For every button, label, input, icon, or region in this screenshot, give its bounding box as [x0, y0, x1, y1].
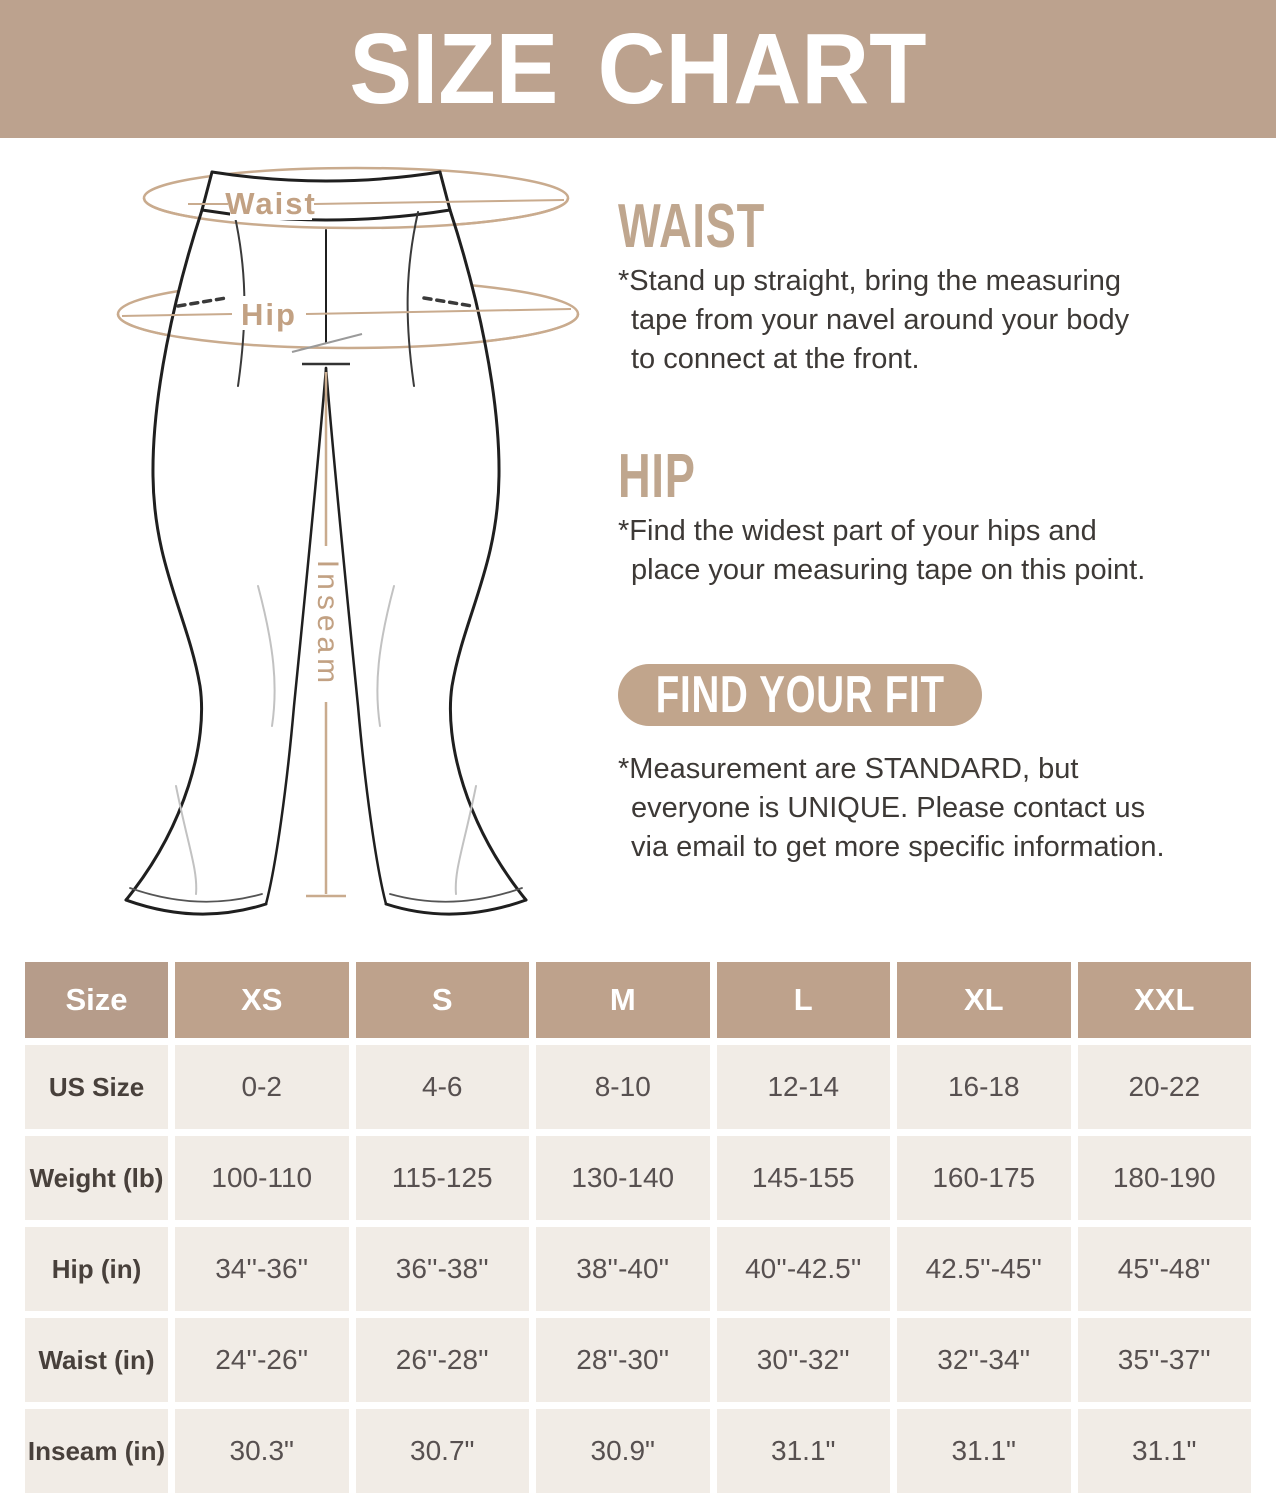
hip-section-body: *Find the widest part of your hips and p… — [618, 512, 1145, 590]
size-table-cell: 16-18 — [897, 1045, 1071, 1129]
hip-heading-text: HIP — [618, 442, 696, 511]
size-table-cell: 115-125 — [355, 1136, 529, 1220]
size-table-cell: 30.9" — [536, 1409, 710, 1493]
size-table-cell: 31.1" — [1077, 1409, 1251, 1493]
hip-label-bg — [236, 296, 302, 330]
size-table-cell: 20-22 — [1077, 1045, 1251, 1129]
size-table-cell: 30.3" — [175, 1409, 349, 1493]
fit-body-line: everyone is UNIQUE. Please contact us — [631, 792, 1146, 824]
size-table-header-cell: M — [536, 962, 710, 1038]
hip-body-line: place your measuring tape on this point. — [631, 554, 1146, 586]
fit-body-line: via email to get more specific informati… — [631, 831, 1165, 863]
size-table-cell: 160-175 — [897, 1136, 1071, 1220]
hip-measure-label: Hip — [241, 297, 297, 332]
size-table-cell: 35''-37'' — [1077, 1318, 1251, 1402]
waist-body-line: to connect at the front. — [631, 343, 920, 375]
pants-shading-lines — [175, 585, 477, 895]
size-table-header-cell: XXL — [1077, 962, 1251, 1038]
waist-ellipse-front-arc — [142, 197, 570, 230]
waist-section-body: *Stand up straight, bring the measuring … — [618, 262, 1129, 379]
waist-body-line: *Stand up straight, bring the measuring — [618, 265, 1121, 297]
size-table-cell: 42.5''-45'' — [897, 1227, 1071, 1311]
waist-body-line: tape from your navel around your body — [631, 304, 1130, 336]
size-table-row-label: Waist (in) — [25, 1318, 168, 1402]
hip-ellipse-front-arc — [116, 313, 580, 350]
size-table-header-cell: L — [716, 962, 890, 1038]
crotch-slash-mark — [291, 333, 363, 353]
size-table-cell: 4-6 — [355, 1045, 529, 1129]
size-table-header-cell: Size — [25, 962, 168, 1038]
size-table-row-label: Weight (lb) — [25, 1136, 168, 1220]
waist-measure-label: Waist — [225, 186, 317, 221]
size-table-cell: 130-140 — [536, 1136, 710, 1220]
size-table-cell: 24''-26'' — [175, 1318, 349, 1402]
inseam-measure-label: Inseam — [311, 560, 344, 688]
size-table-cell: 8-10 — [536, 1045, 710, 1129]
size-table-cell: 36''-38'' — [355, 1227, 529, 1311]
size-table-cell: 32''-34'' — [897, 1318, 1071, 1402]
size-table-cell: 40''-42.5'' — [716, 1227, 890, 1311]
size-table-cell: 45''-48'' — [1077, 1227, 1251, 1311]
waist-section-heading: WAIST — [618, 196, 819, 258]
size-table-header-cell: XS — [175, 962, 349, 1038]
size-table-cell: 0-2 — [175, 1045, 349, 1129]
fit-section-body: *Measurement are STANDARD, but everyone … — [618, 750, 1165, 867]
waist-label-bg — [230, 186, 312, 220]
size-table-cell: 31.1" — [897, 1409, 1071, 1493]
size-table-header-cell: S — [355, 962, 529, 1038]
size-table-cell: 26''-28'' — [355, 1318, 529, 1402]
hip-body-line: *Find the widest part of your hips and — [618, 515, 1097, 547]
size-table-header-cell: XL — [897, 962, 1071, 1038]
size-table-cell: 12-14 — [716, 1045, 890, 1129]
pants-silhouette — [126, 172, 526, 915]
size-chart-banner: SIZE CHART — [0, 0, 1276, 138]
fit-body-line: *Measurement are STANDARD, but — [618, 753, 1079, 785]
size-table: Size XS S M L XL XXL US Size 0-2 4-6 8-1… — [25, 962, 1251, 1493]
size-table-cell: 28''-30'' — [536, 1318, 710, 1402]
size-table-cell: 38''-40'' — [536, 1227, 710, 1311]
pants-diagram: Waist Hip Inseam — [116, 166, 580, 916]
pants-outline — [124, 170, 528, 916]
find-your-fit-badge: FIND YOUR FIT — [618, 664, 982, 726]
waist-heading-text: WAIST — [618, 192, 765, 261]
size-table-row-label: US Size — [25, 1045, 168, 1129]
page-title: SIZE CHART — [349, 12, 927, 125]
size-table-cell: 100-110 — [175, 1136, 349, 1220]
label-leader-lines — [121, 199, 572, 317]
inseam-line — [306, 372, 346, 898]
find-your-fit-text: FIND YOUR FIT — [655, 666, 945, 724]
size-table-cell: 34''-36'' — [175, 1227, 349, 1311]
pants-pocket-lines — [129, 211, 523, 903]
size-table-cell: 30''-32'' — [716, 1318, 890, 1402]
size-table-row-label: Inseam (in) — [25, 1409, 168, 1493]
size-table-cell: 180-190 — [1077, 1136, 1251, 1220]
size-table-row-label: Hip (in) — [25, 1227, 168, 1311]
size-table-cell: 145-155 — [716, 1136, 890, 1220]
size-table-cell: 31.1" — [716, 1409, 890, 1493]
size-table-cell: 30.7" — [355, 1409, 529, 1493]
hip-section-heading: HIP — [618, 446, 724, 508]
